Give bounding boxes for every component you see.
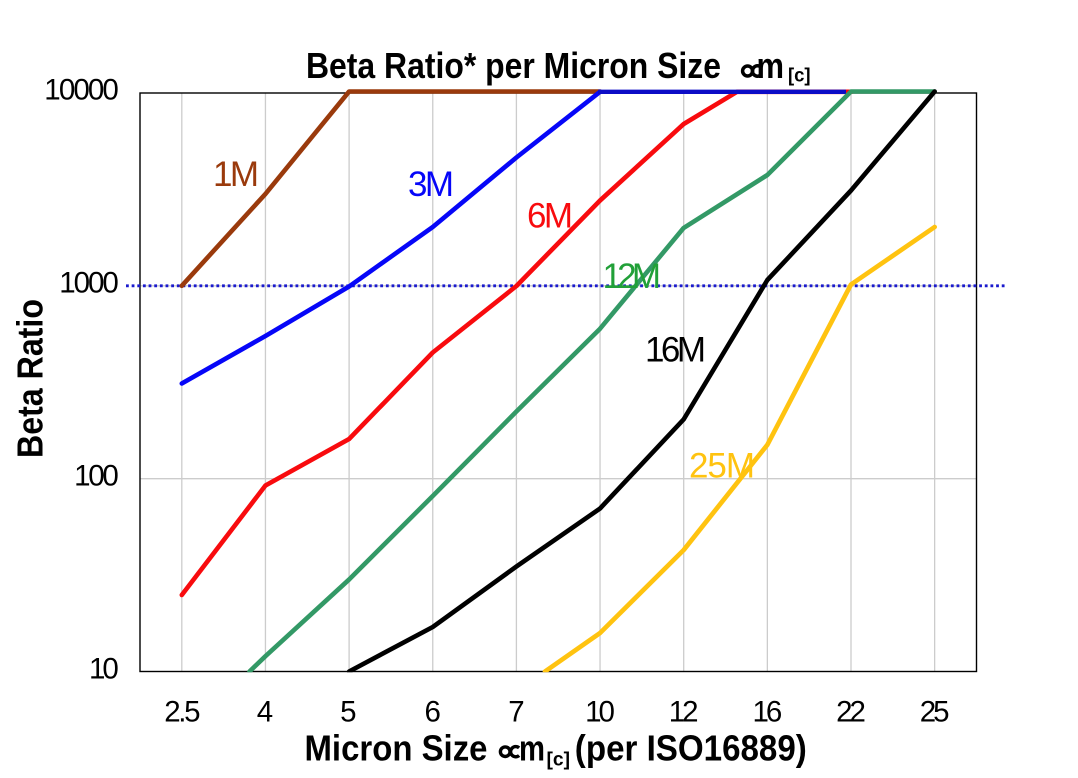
svg-text:3M: 3M (408, 165, 454, 204)
svg-text:Micron Size: Micron Size (305, 728, 488, 769)
svg-text:1000: 1000 (59, 267, 119, 300)
svg-text:Beta Ratio* per Micron Size: Beta Ratio* per Micron Size (306, 45, 721, 86)
svg-text:12M: 12M (603, 257, 662, 296)
svg-text:22: 22 (836, 695, 866, 728)
svg-text:10000: 10000 (44, 74, 119, 107)
svg-text:Beta Ratio: Beta Ratio (10, 299, 51, 458)
svg-text:16: 16 (752, 695, 782, 728)
svg-text:5: 5 (340, 695, 356, 728)
svg-text:7: 7 (508, 695, 524, 728)
svg-text:16M: 16M (645, 331, 706, 370)
svg-text:4: 4 (257, 695, 273, 728)
svg-text:1M: 1M (213, 155, 259, 194)
svg-text:[c]: [c] (547, 749, 571, 771)
svg-text:m: m (519, 728, 545, 769)
svg-text:100: 100 (74, 460, 119, 493)
svg-text:10: 10 (585, 695, 615, 728)
svg-text:m: m (757, 45, 785, 86)
svg-text:25M: 25M (689, 447, 755, 486)
svg-text:12: 12 (669, 695, 699, 728)
svg-text:25: 25 (920, 695, 950, 728)
svg-text:10: 10 (89, 652, 119, 685)
svg-text:6: 6 (425, 695, 441, 728)
svg-text:[c]: [c] (788, 65, 811, 87)
svg-text:6M: 6M (527, 197, 573, 236)
svg-text:(per ISO16889): (per ISO16889) (575, 728, 807, 769)
svg-text:2.5: 2.5 (164, 695, 200, 728)
